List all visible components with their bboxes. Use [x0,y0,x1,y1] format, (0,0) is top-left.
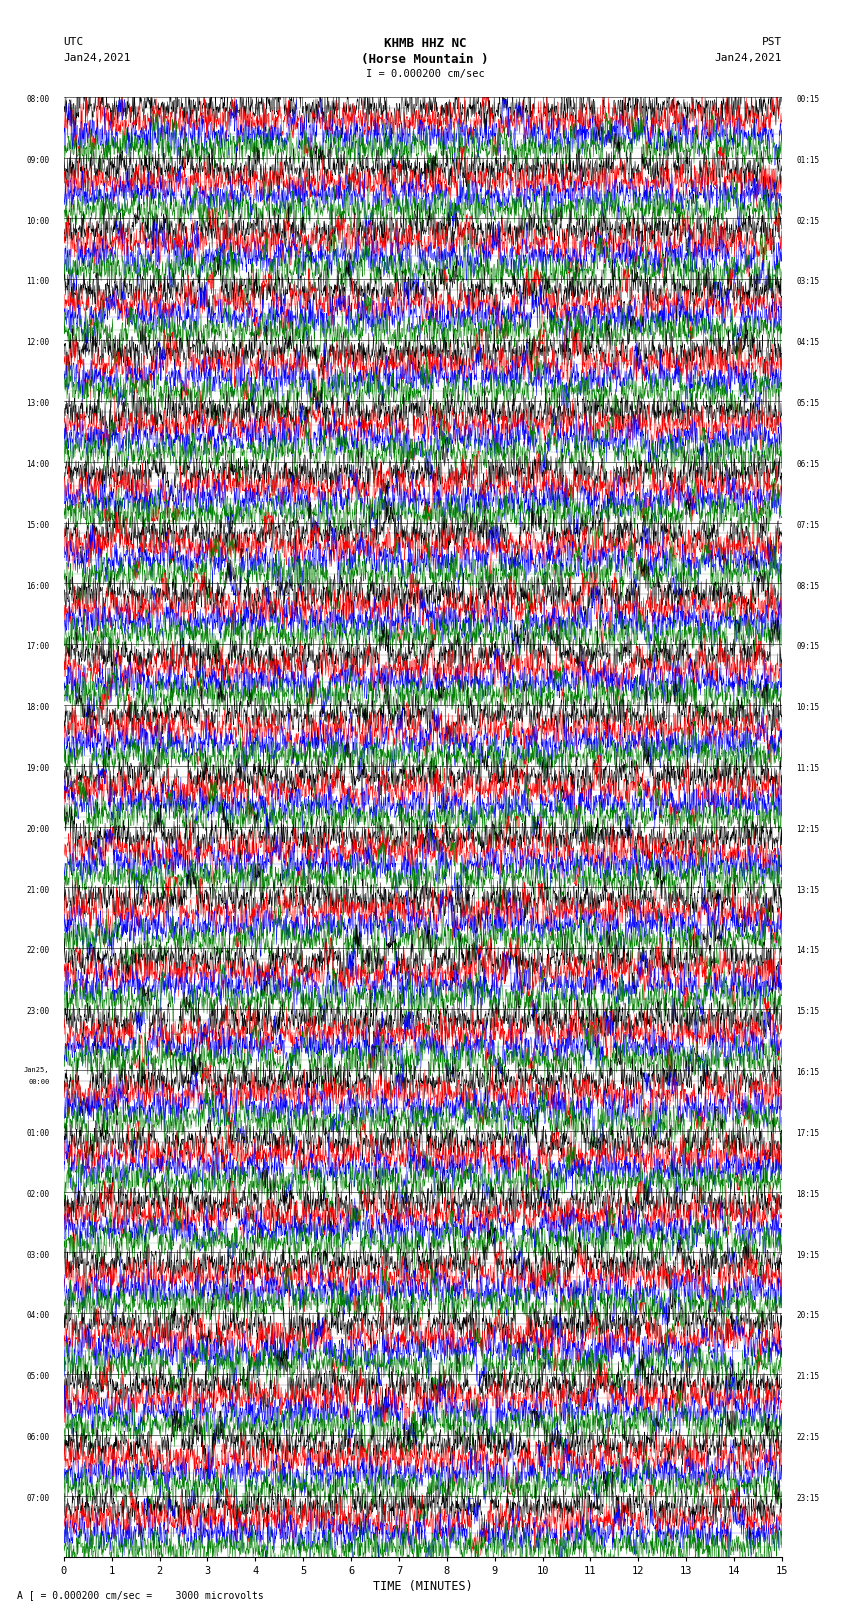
Text: 14:15: 14:15 [796,947,819,955]
Text: 15:15: 15:15 [796,1007,819,1016]
Text: KHMB HHZ NC: KHMB HHZ NC [383,37,467,50]
Text: 16:00: 16:00 [26,582,49,590]
Text: 21:15: 21:15 [796,1373,819,1381]
Text: 18:15: 18:15 [796,1190,819,1198]
Text: 12:00: 12:00 [26,339,49,347]
Text: 09:15: 09:15 [796,642,819,652]
Text: 08:00: 08:00 [26,95,49,103]
Text: 12:15: 12:15 [796,824,819,834]
Text: UTC: UTC [64,37,84,47]
Text: 10:00: 10:00 [26,216,49,226]
Text: 10:15: 10:15 [796,703,819,713]
Text: PST: PST [762,37,782,47]
Text: 11:15: 11:15 [796,765,819,773]
Text: 15:00: 15:00 [26,521,49,529]
Text: 17:15: 17:15 [796,1129,819,1137]
X-axis label: TIME (MINUTES): TIME (MINUTES) [373,1579,473,1592]
Text: 01:00: 01:00 [26,1129,49,1137]
Text: 19:00: 19:00 [26,765,49,773]
Text: 13:00: 13:00 [26,398,49,408]
Text: 20:15: 20:15 [796,1311,819,1321]
Text: 21:00: 21:00 [26,886,49,895]
Text: 20:00: 20:00 [26,824,49,834]
Text: 16:15: 16:15 [796,1068,819,1077]
Text: 04:15: 04:15 [796,339,819,347]
Text: 07:15: 07:15 [796,521,819,529]
Text: 08:15: 08:15 [796,582,819,590]
Text: (Horse Mountain ): (Horse Mountain ) [361,53,489,66]
Text: 13:15: 13:15 [796,886,819,895]
Text: 02:15: 02:15 [796,216,819,226]
Text: 23:00: 23:00 [26,1007,49,1016]
Text: 06:00: 06:00 [26,1432,49,1442]
Text: I = 0.000200 cm/sec: I = 0.000200 cm/sec [366,69,484,79]
Text: 03:15: 03:15 [796,277,819,287]
Text: Jan24,2021: Jan24,2021 [715,53,782,63]
Text: 00:15: 00:15 [796,95,819,103]
Text: 06:15: 06:15 [796,460,819,469]
Text: 03:00: 03:00 [26,1250,49,1260]
Text: 00:00: 00:00 [28,1079,49,1086]
Text: 09:00: 09:00 [26,156,49,165]
Text: 17:00: 17:00 [26,642,49,652]
Text: A [ = 0.000200 cm/sec =    3000 microvolts: A [ = 0.000200 cm/sec = 3000 microvolts [17,1590,264,1600]
Text: 19:15: 19:15 [796,1250,819,1260]
Text: 14:00: 14:00 [26,460,49,469]
Text: 22:15: 22:15 [796,1432,819,1442]
Text: Jan25,: Jan25, [24,1066,49,1073]
Text: 01:15: 01:15 [796,156,819,165]
Text: 11:00: 11:00 [26,277,49,287]
Text: 07:00: 07:00 [26,1494,49,1503]
Text: 18:00: 18:00 [26,703,49,713]
Text: 04:00: 04:00 [26,1311,49,1321]
Text: 02:00: 02:00 [26,1190,49,1198]
Text: 05:00: 05:00 [26,1373,49,1381]
Text: 22:00: 22:00 [26,947,49,955]
Text: Jan24,2021: Jan24,2021 [64,53,131,63]
Text: 23:15: 23:15 [796,1494,819,1503]
Text: 05:15: 05:15 [796,398,819,408]
